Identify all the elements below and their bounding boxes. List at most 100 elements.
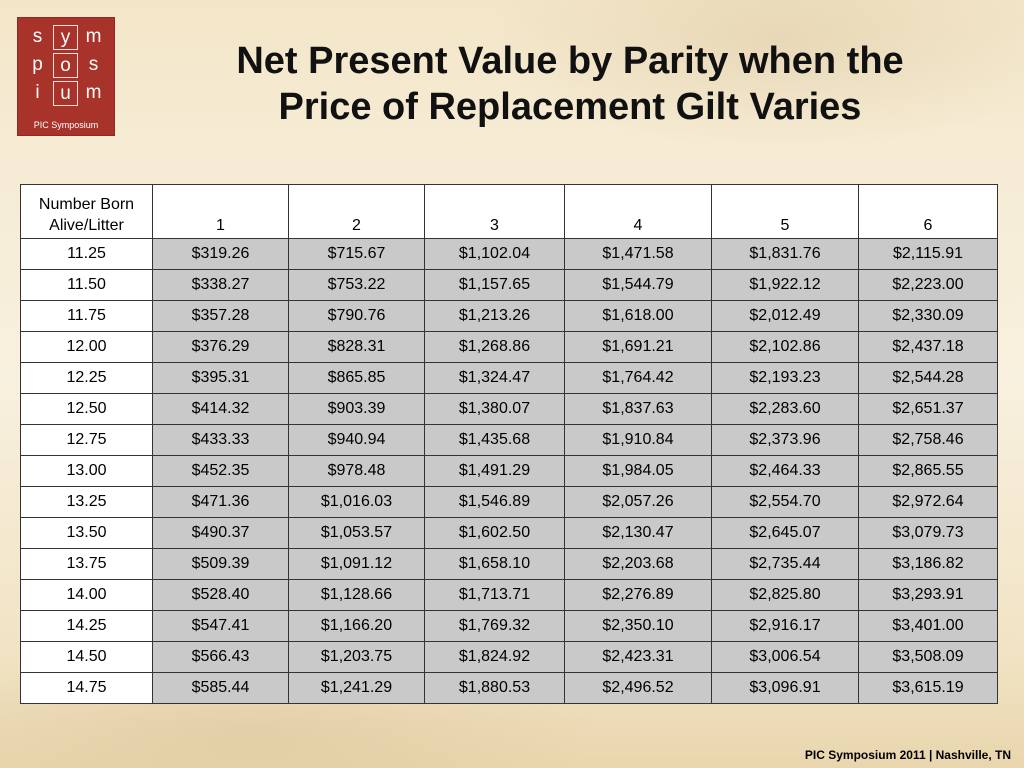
npv-value-cell: $2,350.10 [564,610,712,642]
npv-value-cell: $1,102.04 [424,238,565,270]
npv-value-cell: $2,012.49 [711,300,859,332]
logo-letter: y [53,25,78,50]
row-header-born-alive: 14.25 [20,610,153,642]
row-header-born-alive: 13.75 [20,548,153,580]
npv-value-cell: $1,769.32 [424,610,565,642]
footer-text: PIC Symposium 2011 | Nashville, TN [804,748,1011,762]
parity-header: 1 [152,184,289,239]
npv-value-cell: $3,006.54 [711,641,859,673]
npv-value-cell: $1,324.47 [424,362,565,394]
npv-value-cell: $1,618.00 [564,300,712,332]
npv-value-cell: $1,691.21 [564,331,712,363]
npv-value-cell: $2,865.55 [858,455,998,487]
npv-value-cell: $319.26 [152,238,289,270]
table-row: 13.25 $471.36 $1,016.03 $1,546.89 $2,057.26 $… [20,486,998,518]
npv-value-cell: $1,658.10 [424,548,565,580]
npv-value-cell: $490.37 [152,517,289,549]
table-row: 14.75 $585.44 $1,241.29 $1,880.53 $2,496.52 $… [20,672,998,704]
table-row: 12.00 $376.29 $828.31 $1,268.86 $1,691.21 $2,… [20,331,998,363]
slide-title-line-2: Price of Replacement Gilt Varies [278,86,862,128]
npv-value-cell: $509.39 [152,548,289,580]
row-header-born-alive: 13.50 [20,517,153,549]
npv-value-cell: $2,223.00 [858,269,998,301]
npv-value-cell: $2,057.26 [564,486,712,518]
parity-header: 3 [424,184,565,239]
logo-caption: PIC Symposium [33,120,99,130]
table-row: 11.50 $338.27 $753.22 $1,157.65 $1,544.79 $1,… [20,269,998,301]
row-header-born-alive: 14.00 [20,579,153,611]
npv-value-cell: $1,053.57 [288,517,425,549]
logo-letter: i [35,82,40,103]
logo-letter: p [32,54,43,75]
table-row: 12.25 $395.31 $865.85 $1,324.47 $1,764.42 $2,… [20,362,998,394]
npv-table: Number Born Alive/Litter 1 2 3 4 5 6 11.… [20,184,998,704]
npv-value-cell: $2,916.17 [711,610,859,642]
table-header-row: Number Born Alive/Litter 1 2 3 4 5 6 [20,184,998,239]
npv-value-cell: $978.48 [288,455,425,487]
table-row: 12.50 $414.32 $903.39 $1,380.07 $1,837.63 $2,… [20,393,998,425]
table-row: 13.50 $490.37 $1,053.57 $1,602.50 $2,130.47 $… [20,517,998,549]
npv-value-cell: $471.36 [152,486,289,518]
npv-value-cell: $1,268.86 [424,331,565,363]
npv-value-cell: $1,166.20 [288,610,425,642]
table-row: 12.75 $433.33 $940.94 $1,435.68 $1,910.84 $2,… [20,424,998,456]
parity-header: 2 [288,184,425,239]
npv-value-cell: $1,831.76 [711,238,859,270]
npv-value-cell: $3,186.82 [858,548,998,580]
npv-value-cell: $1,091.12 [288,548,425,580]
npv-value-cell: $715.67 [288,238,425,270]
npv-value-cell: $2,825.80 [711,579,859,611]
row-header-born-alive: 12.50 [20,393,153,425]
npv-value-cell: $1,837.63 [564,393,712,425]
npv-value-cell: $338.27 [152,269,289,301]
npv-value-cell: $452.35 [152,455,289,487]
row-header-born-alive: 11.75 [20,300,153,332]
npv-value-cell: $2,554.70 [711,486,859,518]
parity-header: 5 [711,184,859,239]
npv-value-cell: $3,615.19 [858,672,998,704]
npv-value-cell: $753.22 [288,269,425,301]
npv-value-cell: $376.29 [152,331,289,363]
npv-value-cell: $2,423.31 [564,641,712,673]
npv-value-cell: $1,157.65 [424,269,565,301]
table-row: 14.00 $528.40 $1,128.66 $1,713.71 $2,276.89 $… [20,579,998,611]
npv-value-cell: $2,115.91 [858,238,998,270]
npv-value-cell: $566.43 [152,641,289,673]
npv-value-cell: $2,651.37 [858,393,998,425]
npv-value-cell: $2,203.68 [564,548,712,580]
npv-value-cell: $528.40 [152,579,289,611]
npv-value-cell: $2,102.86 [711,331,859,363]
npv-value-cell: $2,437.18 [858,331,998,363]
row-header-born-alive: 12.00 [20,331,153,363]
logo-letter: u [53,81,78,106]
logo-letter: m [85,82,102,103]
corner-header: Number Born Alive/Litter [20,184,153,239]
npv-value-cell: $1,922.12 [711,269,859,301]
npv-value-cell: $2,330.09 [858,300,998,332]
npv-value-cell: $1,128.66 [288,579,425,611]
npv-value-cell: $3,079.73 [858,517,998,549]
corner-header-line-2: Alive/Litter [49,217,124,234]
npv-value-cell: $433.33 [152,424,289,456]
npv-value-cell: $940.94 [288,424,425,456]
corner-header-line-1: Number Born [38,196,135,213]
table-body: 11.25 $319.26 $715.67 $1,102.04 $1,471.58 $1,… [20,238,998,704]
npv-value-cell: $2,735.44 [711,548,859,580]
npv-value-cell: $1,984.05 [564,455,712,487]
npv-value-cell: $2,758.46 [858,424,998,456]
table-row: 14.25 $547.41 $1,166.20 $1,769.32 $2,350.10 $… [20,610,998,642]
npv-value-cell: $1,824.92 [424,641,565,673]
npv-value-cell: $1,213.26 [424,300,565,332]
npv-value-cell: $2,283.60 [711,393,859,425]
row-header-born-alive: 12.25 [20,362,153,394]
npv-value-cell: $1,241.29 [288,672,425,704]
npv-value-cell: $547.41 [152,610,289,642]
row-header-born-alive: 14.50 [20,641,153,673]
npv-value-cell: $3,096.91 [711,672,859,704]
slide-title: Net Present Value by Parity when the Pri… [130,38,1010,130]
row-header-born-alive: 13.25 [20,486,153,518]
npv-value-cell: $2,464.33 [711,455,859,487]
parity-header: 4 [564,184,712,239]
npv-value-cell: $2,276.89 [564,579,712,611]
row-header-born-alive: 13.00 [20,455,153,487]
